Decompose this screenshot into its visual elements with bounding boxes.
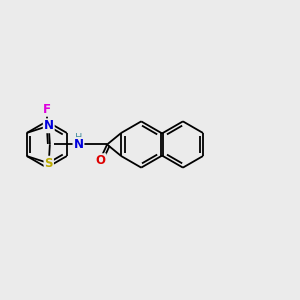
Text: N: N	[74, 138, 83, 151]
Text: N: N	[44, 119, 54, 132]
Text: F: F	[43, 103, 51, 116]
Text: S: S	[44, 157, 53, 170]
Text: O: O	[96, 154, 106, 167]
Text: H: H	[75, 133, 82, 143]
